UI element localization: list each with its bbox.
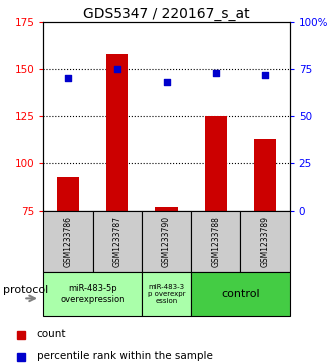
- Text: control: control: [221, 289, 260, 299]
- Bar: [106, 54, 128, 211]
- Bar: [142, 272, 191, 316]
- Bar: [142, 211, 191, 272]
- Bar: [57, 176, 79, 211]
- Point: [262, 72, 268, 78]
- Bar: [254, 139, 276, 211]
- Text: GSM1233788: GSM1233788: [211, 216, 220, 267]
- Bar: [191, 272, 290, 316]
- Bar: [17, 353, 25, 361]
- Bar: [156, 207, 177, 211]
- Bar: [191, 211, 240, 272]
- Bar: [240, 211, 290, 272]
- Point: [213, 70, 218, 76]
- Text: percentile rank within the sample: percentile rank within the sample: [37, 351, 212, 361]
- Text: count: count: [37, 329, 66, 339]
- Text: GSM1233786: GSM1233786: [63, 216, 73, 267]
- Point: [65, 76, 71, 81]
- Text: miR-483-5p
overexpression: miR-483-5p overexpression: [60, 284, 125, 304]
- Text: GSM1233790: GSM1233790: [162, 216, 171, 267]
- Bar: [17, 331, 25, 339]
- Bar: [43, 211, 93, 272]
- Point: [164, 79, 169, 85]
- Bar: [205, 116, 227, 211]
- Text: GSM1233787: GSM1233787: [113, 216, 122, 267]
- Point: [115, 66, 120, 72]
- Title: GDS5347 / 220167_s_at: GDS5347 / 220167_s_at: [83, 7, 250, 21]
- Bar: [93, 211, 142, 272]
- Bar: [43, 272, 142, 316]
- Text: miR-483-3
p overexpr
ession: miR-483-3 p overexpr ession: [148, 284, 185, 304]
- Text: GSM1233789: GSM1233789: [260, 216, 270, 267]
- Text: protocol: protocol: [3, 285, 49, 295]
